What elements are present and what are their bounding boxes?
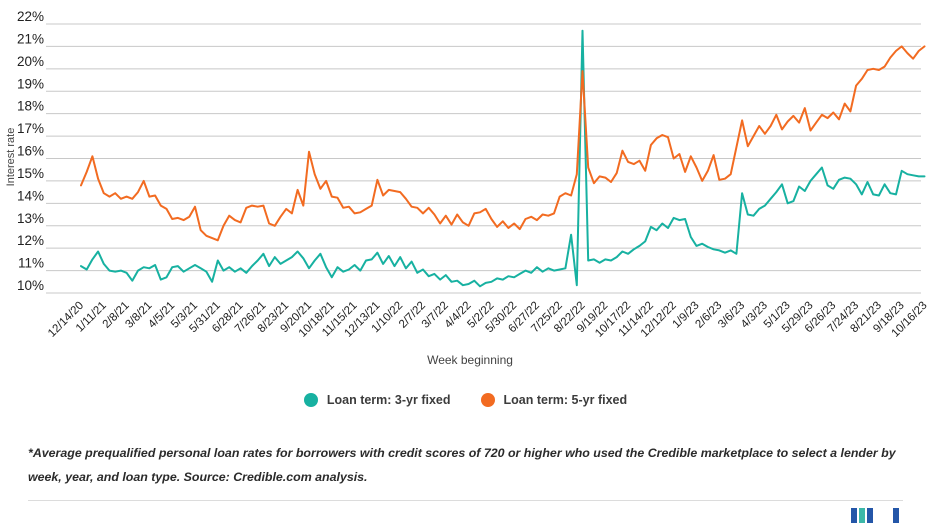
x-axis-title: Week beginning	[427, 353, 513, 367]
y-tick-label: 17%	[17, 121, 44, 136]
credible-logo-partial-icon	[851, 508, 901, 523]
y-tick-label: 21%	[17, 31, 44, 46]
rates-line-chart: 22%21%20%19%18%17%16%15%14%13%12%11%10% …	[5, 9, 930, 367]
y-tick-label: 19%	[17, 76, 44, 91]
y-tick-label: 12%	[17, 233, 44, 248]
y-tick-label: 15%	[17, 166, 44, 181]
footer-divider	[28, 500, 903, 501]
series-lines	[80, 29, 926, 288]
y-tick-label: 16%	[17, 144, 44, 159]
chart-legend: Loan term: 3-yr fixed Loan term: 5-yr fi…	[0, 393, 931, 407]
gridlines	[46, 23, 921, 294]
y-tick-label: 10%	[17, 278, 44, 293]
y-tick-label: 13%	[17, 211, 44, 226]
legend-label-5yr: Loan term: 5-yr fixed	[503, 393, 628, 407]
y-axis-tick-labels: 22% 21% 20% 19% 18% 17% 16% 15% 14% 13% 12% 11% 10%	[17, 9, 44, 293]
y-tick-label: 20%	[17, 54, 44, 69]
legend-dot-5yr-icon	[480, 393, 495, 407]
series-line-3yr	[80, 29, 926, 288]
y-tick-label: 14%	[17, 188, 44, 203]
y-tick-label: 11%	[18, 256, 44, 271]
y-tick-label: 18%	[17, 99, 44, 114]
legend-label-3yr: Loan term: 3-yr fixed	[326, 393, 451, 407]
y-tick-label: 22%	[17, 9, 44, 24]
footnote-source-text: *Average prequalified personal loan rate…	[28, 446, 896, 485]
series-line-5yr	[80, 45, 926, 242]
legend-dot-3yr-icon	[303, 393, 318, 407]
legend-item-3yr: Loan term: 3-yr fixed	[303, 393, 451, 407]
legend-item-5yr: Loan term: 5-yr fixed	[480, 393, 628, 407]
y-axis-title: Interest rate	[5, 128, 17, 187]
x-axis-tick-labels: 12/14/201/11/212/8/213/8/214/5/215/3/215…	[46, 300, 930, 340]
